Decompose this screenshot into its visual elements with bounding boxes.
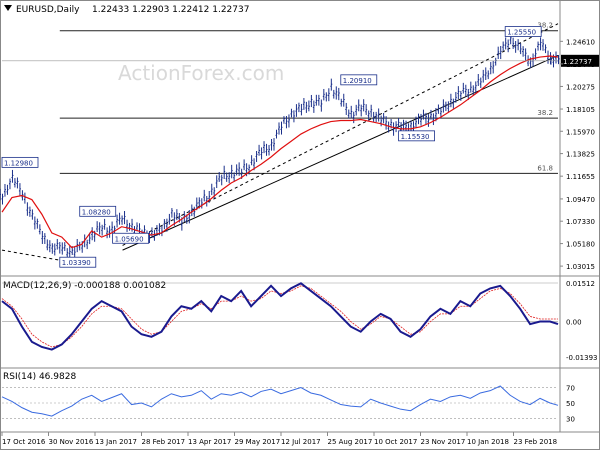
price-tick-label: 1.18105 (566, 106, 595, 114)
macd-series: 0.01512 0.00 -0.01393 (1, 280, 597, 362)
swing-label-box (398, 130, 435, 142)
fib-level-label: 38.2 (537, 109, 553, 117)
swing-label: 1.25550 (507, 29, 536, 37)
swing-label: 1.20910 (343, 77, 372, 85)
trendline (122, 55, 559, 251)
time-tick-label: 10 Jan 2018 (467, 438, 509, 446)
triangle-down-icon[interactable] (4, 5, 12, 11)
rsi-series: 70 50 30 (1, 385, 575, 423)
swing-label-box (1, 156, 39, 168)
price-tick-label: 1.22440 (566, 61, 595, 69)
chart-header: EURUSD,Daily 1.22433 1.22903 1.22412 1.2… (4, 5, 249, 15)
swing-label: 1.08280 (82, 208, 111, 216)
time-tick-label: 28 Feb 2017 (142, 438, 186, 446)
fib-level-label: 61.8 (537, 164, 553, 172)
price-tick-label: 1.07330 (566, 218, 595, 226)
macd-tick-label: 0.01512 (566, 280, 595, 288)
rsi-tick-label: 50 (566, 400, 575, 408)
last-price-tag (561, 54, 599, 67)
fib-level-label: 38.2 (537, 22, 553, 30)
time-tick-label: 17 Oct 2016 (2, 438, 46, 446)
swing-annotations: 1.12980 1.08280 1.05690 1.03390 1.20910 1.155… (1, 26, 542, 268)
price-tick-label: 1.20275 (566, 83, 595, 91)
ohlc-readout: 1.22433 1.22903 1.22412 1.22737 (92, 5, 249, 15)
time-tick-label: 10 Oct 2017 (374, 438, 417, 446)
time-tick-label: 12 Jul 2017 (281, 438, 321, 446)
price-tick-label: 1.03015 (566, 263, 595, 271)
moving-average-line (1, 55, 559, 249)
time-tick-label: 23 Nov 2017 (421, 438, 466, 446)
price-tick-label: 1.05180 (566, 241, 595, 249)
macd-tick-label: -0.01393 (566, 354, 597, 362)
price-tick-label: 1.15970 (566, 128, 595, 136)
time-tick-label: 29 May 2017 (235, 438, 281, 446)
price-tick-label: 1.11655 (566, 173, 595, 181)
symbol-label: EURUSD,Daily (16, 5, 80, 15)
time-tick-label: 30 Nov 2016 (49, 438, 94, 446)
price-tick-label: 1.24610 (566, 38, 595, 46)
time-tick-label: 13 Apr 2017 (188, 438, 231, 446)
watermark: ActionForex.com (118, 61, 284, 85)
macd-signal-line (1, 285, 558, 348)
time-tick-label: 23 Feb 2018 (514, 438, 558, 446)
swing-label: 1.03390 (62, 259, 91, 267)
last-price-label: 1.22737 (563, 58, 592, 66)
macd-title: MACD(12,26,9) -0.000188 0.001082 (3, 281, 166, 291)
swing-label-box (79, 205, 117, 217)
rsi-tick-label: 70 (566, 385, 575, 393)
swing-label: 1.15530 (401, 133, 430, 141)
swing-label: 1.12980 (4, 159, 33, 167)
macd-tick-label: 0.00 (566, 319, 582, 327)
rsi-tick-label: 30 (566, 415, 575, 423)
axis-labels: 1.24610 1.22440 1.20275 1.18105 1.15970 1.138… (1, 38, 595, 446)
swing-label-box (59, 256, 97, 268)
macd-line (1, 282, 559, 351)
rsi-line (1, 385, 559, 417)
time-tick-label: 25 Aug 2017 (328, 438, 373, 446)
price-tick-label: 1.13825 (566, 151, 595, 159)
swing-label-box (340, 74, 378, 86)
swing-label-box (504, 26, 542, 37)
swing-label-box (112, 232, 150, 244)
swing-label: 1.05690 (115, 235, 144, 243)
price-tick-label: 1.09470 (566, 196, 595, 204)
fib-levels: 38.2 38.2 61.8 (59, 22, 558, 174)
rsi-title: RSI(14) 46.9828 (3, 372, 76, 382)
time-tick-label: 13 Jan 2017 (95, 438, 137, 446)
